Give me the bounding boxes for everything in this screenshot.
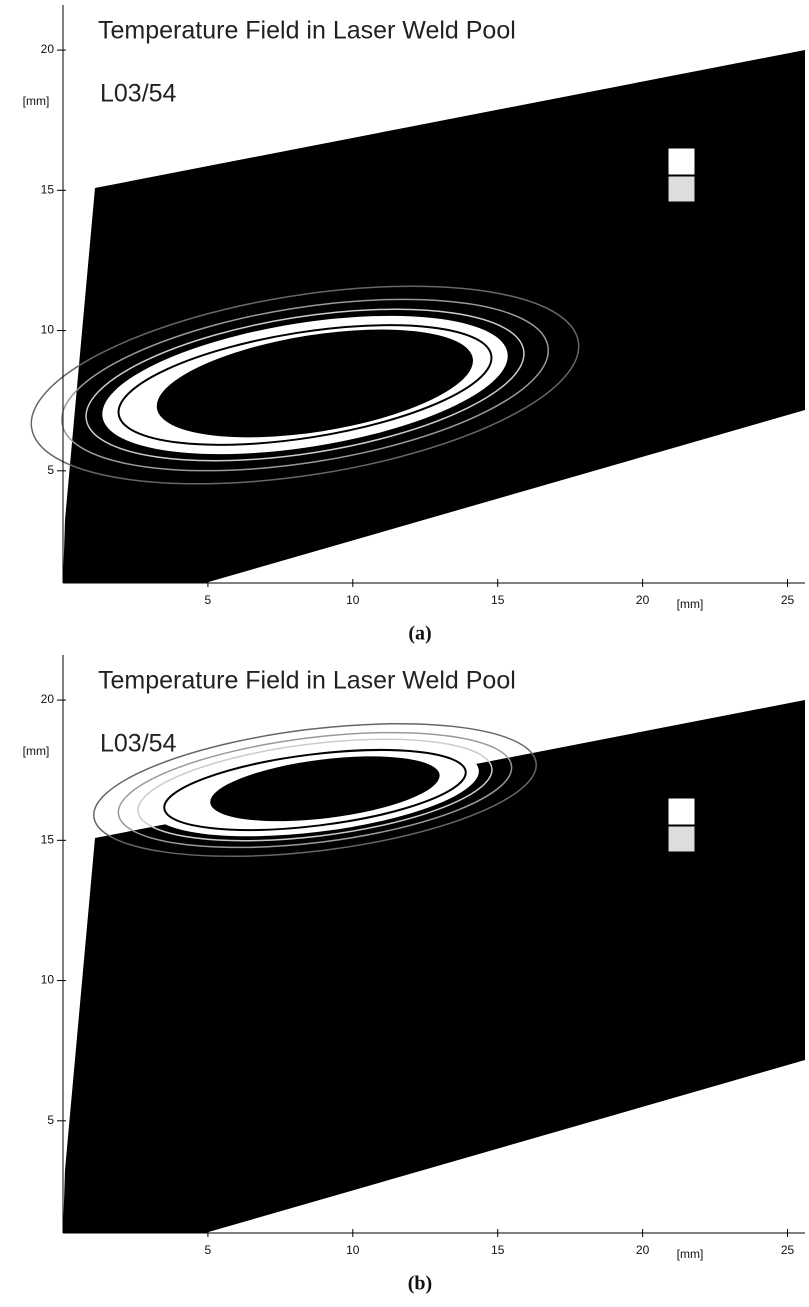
- x-tick-label: 10: [346, 1243, 360, 1257]
- y-tick-label: 15: [41, 182, 55, 196]
- legend-swatch: [667, 147, 696, 176]
- x-tick-label: 20: [636, 593, 650, 607]
- x-tick-label: 20: [636, 1243, 650, 1257]
- chart-subtitle: L03/54: [100, 730, 177, 758]
- legend-swatch: [667, 797, 696, 826]
- y-axis-label: [mm]: [23, 744, 50, 758]
- x-tick-label: 25: [781, 1243, 795, 1257]
- melt-pool: [210, 756, 440, 822]
- legend-swatch: [667, 175, 696, 203]
- isotherm: [30, 285, 580, 485]
- x-tick-label: 5: [205, 593, 212, 607]
- isotherm: [117, 731, 513, 849]
- x-tick-label: 15: [491, 1243, 505, 1257]
- weld-pool: [93, 722, 537, 858]
- isotherm: [163, 749, 467, 831]
- y-tick-label: 20: [41, 42, 55, 56]
- x-tick-label: 10: [346, 593, 360, 607]
- y-axis-label: [mm]: [23, 94, 50, 108]
- y-tick-label: 5: [47, 463, 54, 477]
- x-tick-label: 15: [491, 593, 505, 607]
- isotherm: [93, 722, 537, 858]
- chart-title: Temperature Field in Laser Weld Pool: [98, 17, 516, 45]
- y-tick-label: 10: [41, 973, 55, 987]
- weld-pool: [30, 285, 580, 485]
- y-tick-label: 15: [41, 832, 55, 846]
- melt-pool: [156, 329, 473, 438]
- x-tick-label: 25: [781, 593, 795, 607]
- x-axis-label: [mm]: [677, 597, 704, 611]
- isotherm: [60, 298, 550, 472]
- isotherm: [85, 308, 525, 462]
- isotherm: [137, 738, 493, 842]
- caption: (b): [408, 1273, 432, 1295]
- chart-subtitle: L03/54: [100, 80, 177, 108]
- x-axis-label: [mm]: [677, 1247, 704, 1261]
- isotherm: [117, 324, 493, 446]
- y-tick-label: 5: [47, 1113, 54, 1127]
- y-tick-label: 20: [41, 692, 55, 706]
- x-tick-label: 5: [205, 1243, 212, 1257]
- y-tick-label: 10: [41, 323, 55, 337]
- temperature-field: [63, 50, 805, 583]
- chart-title: Temperature Field in Laser Weld Pool: [98, 667, 516, 695]
- caption: (a): [408, 623, 431, 645]
- legend-swatch: [667, 825, 696, 853]
